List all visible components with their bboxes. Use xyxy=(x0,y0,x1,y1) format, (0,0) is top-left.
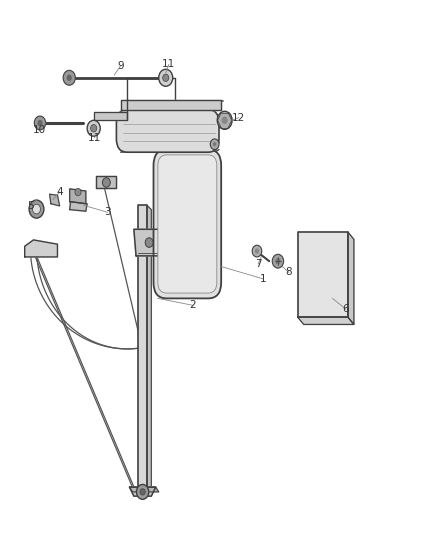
Polygon shape xyxy=(70,201,87,211)
Circle shape xyxy=(87,120,100,136)
Text: 9: 9 xyxy=(117,61,124,70)
Text: 3: 3 xyxy=(104,207,111,217)
Circle shape xyxy=(255,248,259,254)
Circle shape xyxy=(137,484,149,499)
Text: 10: 10 xyxy=(32,125,46,135)
Circle shape xyxy=(29,200,44,218)
Polygon shape xyxy=(94,112,127,120)
Circle shape xyxy=(67,75,72,81)
Polygon shape xyxy=(130,487,159,492)
Circle shape xyxy=(159,69,173,86)
Polygon shape xyxy=(130,487,155,496)
Circle shape xyxy=(217,111,232,130)
Polygon shape xyxy=(96,176,117,188)
Circle shape xyxy=(75,188,81,196)
Circle shape xyxy=(222,117,228,124)
Text: 11: 11 xyxy=(162,60,175,69)
Text: 7: 7 xyxy=(255,259,261,269)
FancyBboxPatch shape xyxy=(158,155,217,293)
Polygon shape xyxy=(348,232,354,325)
Polygon shape xyxy=(121,100,221,110)
Circle shape xyxy=(145,238,153,247)
Text: 8: 8 xyxy=(286,268,292,277)
Circle shape xyxy=(37,120,42,126)
Text: 2: 2 xyxy=(190,300,196,310)
Polygon shape xyxy=(70,189,86,204)
Circle shape xyxy=(210,139,219,150)
Circle shape xyxy=(276,258,281,264)
Circle shape xyxy=(63,70,75,85)
Circle shape xyxy=(162,74,169,82)
Circle shape xyxy=(213,142,216,147)
Polygon shape xyxy=(297,317,354,325)
Circle shape xyxy=(272,254,284,268)
FancyBboxPatch shape xyxy=(117,110,219,152)
Polygon shape xyxy=(25,240,57,257)
Circle shape xyxy=(32,204,40,214)
Polygon shape xyxy=(134,229,164,256)
Circle shape xyxy=(252,245,262,257)
Text: 11: 11 xyxy=(88,133,101,143)
Text: 1: 1 xyxy=(259,274,266,284)
Circle shape xyxy=(91,125,97,132)
FancyBboxPatch shape xyxy=(153,150,221,298)
Circle shape xyxy=(102,177,110,187)
Text: 6: 6 xyxy=(343,304,349,314)
Polygon shape xyxy=(147,205,151,491)
Text: 5: 5 xyxy=(27,201,34,211)
Text: 4: 4 xyxy=(57,187,63,197)
Text: 12: 12 xyxy=(232,112,245,123)
Circle shape xyxy=(140,489,145,495)
Polygon shape xyxy=(297,232,348,317)
Circle shape xyxy=(34,116,46,130)
Polygon shape xyxy=(138,205,147,487)
Polygon shape xyxy=(49,194,60,206)
